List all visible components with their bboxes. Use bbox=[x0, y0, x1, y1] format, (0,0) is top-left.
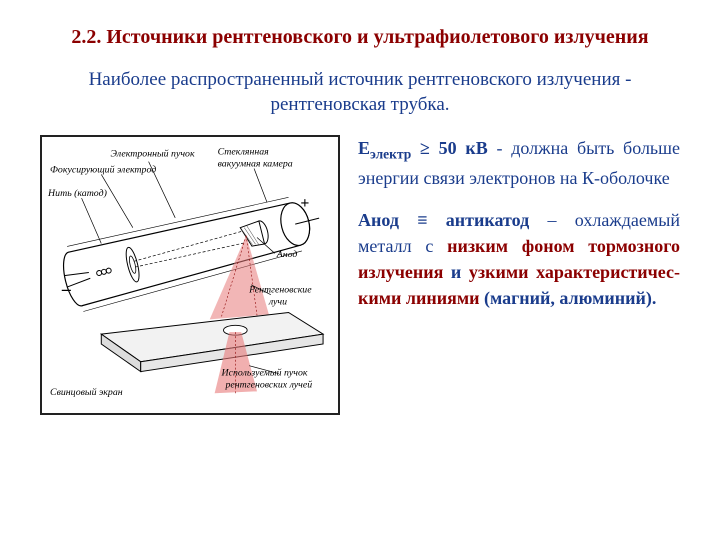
xray-tube-diagram: + – Электронный пучок Фокусирующий элект… bbox=[40, 135, 340, 415]
section-title: 2.2. Источники рентгеновского и ультрафи… bbox=[40, 24, 680, 50]
label-glass-2: вакуумная камера bbox=[218, 159, 293, 170]
right-column: Еэлектр ≥ 50 кВ - должна быть больше эне… bbox=[358, 135, 680, 415]
subtitle: Наиболее распространенный источник рентг… bbox=[40, 68, 680, 117]
label-used-2: рентгеновских лучей bbox=[224, 380, 312, 391]
label-glass-1: Стеклянная bbox=[218, 147, 270, 158]
e-value: ≥ 50 кВ bbox=[411, 138, 488, 158]
label-xray-1: Рентгеновские bbox=[248, 285, 312, 296]
paragraph-anode: Анод ≡ антикатод – охлажда­емый металл с… bbox=[358, 207, 680, 311]
label-focusing: Фокусирующий электрод bbox=[50, 165, 156, 176]
label-anode: Анод bbox=[276, 250, 298, 261]
label-xray-2: лучи bbox=[268, 297, 287, 308]
label-lead-screen: Свинцовый экран bbox=[50, 388, 123, 399]
e-symbol: Е bbox=[358, 138, 370, 158]
minus-sign: – bbox=[61, 279, 71, 299]
e-rest: - должна быть больше энергии связи элект… bbox=[358, 138, 680, 187]
paragraph-energy: Еэлектр ≥ 50 кВ - должна быть больше эне… bbox=[358, 135, 680, 190]
e-subscript: электр bbox=[370, 147, 411, 162]
anode-mid2: и bbox=[443, 262, 469, 282]
label-filament: Нить (катод) bbox=[47, 189, 107, 200]
diagram-svg: + – Электронный пучок Фокусирующий элект… bbox=[42, 137, 338, 413]
plus-sign: + bbox=[300, 195, 309, 212]
label-electron-beam: Электронный пучок bbox=[111, 149, 195, 160]
anode-lead: Анод ≡ антикатод bbox=[358, 210, 529, 230]
anode-tail: (магний, алюминий). bbox=[479, 288, 656, 308]
label-used-1: Используемый пучок bbox=[221, 368, 308, 379]
content-row: + – Электронный пучок Фокусирующий элект… bbox=[40, 135, 680, 415]
lead-screen bbox=[101, 313, 323, 372]
